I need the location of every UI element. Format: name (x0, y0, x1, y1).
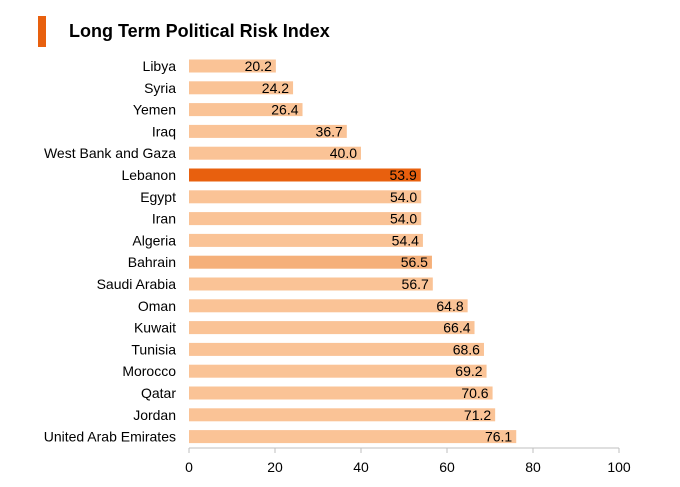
category-label-lebanon: Lebanon (121, 167, 176, 183)
value-label-egypt: 54.0 (390, 189, 417, 205)
value-label-tunisia: 68.6 (453, 341, 480, 357)
x-tick-label-80: 80 (525, 459, 541, 475)
x-tick-label-0: 0 (185, 459, 193, 475)
bar-kuwait (189, 321, 475, 335)
category-label-algeria: Algeria (132, 232, 176, 248)
bar-morocco (189, 364, 487, 378)
category-label-iran: Iran (152, 211, 176, 227)
value-label-syria: 24.2 (262, 80, 289, 96)
bar-yemen (189, 103, 303, 117)
category-label-syria: Syria (144, 80, 176, 96)
value-label-morocco: 69.2 (455, 363, 482, 379)
bar-syria (189, 81, 294, 95)
category-label-oman: Oman (138, 298, 176, 314)
chart-title: Long Term Political Risk Index (69, 21, 330, 41)
value-label-lebanon: 53.9 (390, 167, 417, 183)
value-label-kuwait: 66.4 (443, 320, 470, 336)
x-tick-label-40: 40 (353, 459, 369, 475)
category-label-yemen: Yemen (133, 102, 176, 118)
bar-west-bank-and-gaza (189, 146, 361, 160)
value-label-saudi-arabia: 56.7 (402, 276, 429, 292)
value-label-libya: 20.2 (245, 58, 272, 74)
bar-tunisia (189, 342, 484, 356)
bar-lebanon (189, 168, 421, 182)
category-label-libya: Libya (143, 58, 177, 74)
category-label-morocco: Morocco (122, 363, 176, 379)
category-label-jordan: Jordan (133, 407, 176, 423)
bar-iran (189, 212, 422, 226)
value-label-bahrain: 56.5 (401, 254, 428, 270)
bar-iraq (189, 124, 347, 138)
value-label-jordan: 71.2 (464, 407, 491, 423)
category-label-bahrain: Bahrain (128, 254, 176, 270)
value-label-algeria: 54.4 (392, 232, 419, 248)
value-label-united-arab-emirates: 76.1 (485, 429, 512, 445)
category-label-saudi-arabia: Saudi Arabia (97, 276, 177, 292)
value-label-qatar: 70.6 (461, 385, 488, 401)
x-tick-label-20: 20 (267, 459, 283, 475)
title-accent-bar (38, 16, 46, 47)
bar-bahrain (189, 255, 432, 269)
bar-qatar (189, 386, 493, 400)
category-label-qatar: Qatar (141, 385, 176, 401)
value-label-iraq: 36.7 (316, 123, 343, 139)
bar-libya (189, 59, 276, 73)
category-label-iraq: Iraq (152, 123, 176, 139)
category-label-egypt: Egypt (140, 189, 176, 205)
bar-united-arab-emirates (189, 430, 517, 444)
x-tick-label-100: 100 (607, 459, 631, 475)
bar-jordan (189, 408, 496, 422)
value-label-oman: 64.8 (436, 298, 463, 314)
bar-algeria (189, 233, 423, 247)
value-label-west-bank-and-gaza: 40.0 (330, 145, 357, 161)
bar-saudi-arabia (189, 277, 433, 291)
x-tick-label-60: 60 (439, 459, 455, 475)
category-label-tunisia: Tunisia (131, 341, 176, 357)
bar-oman (189, 299, 468, 313)
category-label-west-bank-and-gaza: West Bank and Gaza (44, 145, 176, 161)
value-label-iran: 54.0 (390, 211, 417, 227)
category-label-kuwait: Kuwait (134, 320, 176, 336)
category-label-united-arab-emirates: United Arab Emirates (44, 429, 176, 445)
bar-egypt (189, 190, 422, 204)
value-label-yemen: 26.4 (271, 102, 298, 118)
